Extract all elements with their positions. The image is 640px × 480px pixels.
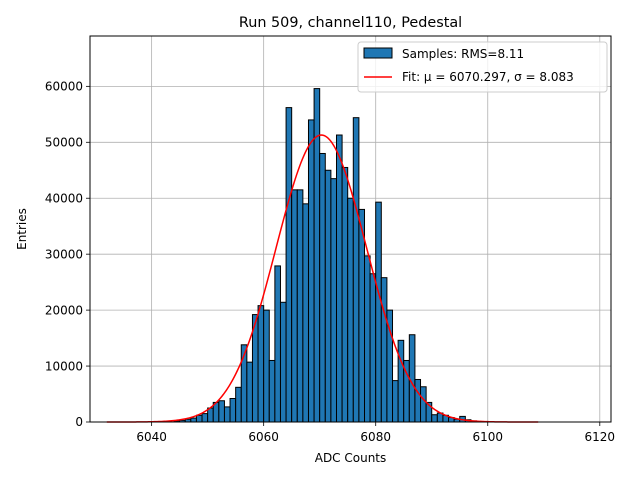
legend: Samples: RMS=8.11 Fit: μ = 6070.297, σ =… bbox=[357, 41, 608, 93]
histogram-bar bbox=[324, 169, 332, 423]
histogram-bar bbox=[285, 107, 293, 423]
histogram-bar bbox=[330, 178, 337, 423]
histogram-bar bbox=[229, 398, 237, 423]
y-axis-ticks: 0 10000 20000 30000 40000 50000 60000 bbox=[45, 80, 90, 429]
histogram-bar bbox=[380, 277, 388, 423]
histogram-bar bbox=[296, 189, 304, 423]
histogram-bar bbox=[263, 309, 270, 423]
histogram-bar bbox=[347, 197, 354, 423]
x-tick-label: 6040 bbox=[136, 430, 167, 444]
histogram-bar bbox=[207, 407, 214, 423]
fit-curve-layer bbox=[106, 134, 539, 423]
y-tick-label: 30000 bbox=[45, 247, 83, 261]
histogram-bar bbox=[364, 255, 371, 423]
histogram-bar bbox=[341, 166, 349, 423]
legend-histogram-swatch bbox=[363, 47, 393, 59]
x-tick-label: 6120 bbox=[585, 430, 616, 444]
chart-title: Run 509, channel110, Pedestal bbox=[239, 15, 462, 31]
histogram-bar bbox=[279, 301, 287, 423]
x-axis-ticks: 6040 6060 6080 6100 6120 bbox=[136, 422, 615, 444]
histogram-bar bbox=[369, 273, 377, 423]
legend-histogram-label: Samples: RMS=8.11 bbox=[402, 47, 524, 61]
histogram-bar bbox=[392, 380, 399, 423]
legend-fit-label: Fit: μ = 6070.297, σ = 8.083 bbox=[402, 70, 574, 84]
histogram-bar bbox=[386, 309, 394, 423]
histogram-bar bbox=[307, 119, 315, 423]
histogram-bar bbox=[274, 265, 281, 423]
histogram-bar bbox=[201, 413, 209, 423]
plot-frame bbox=[89, 35, 612, 423]
histogram-bar bbox=[420, 386, 427, 423]
histogram-bar bbox=[235, 386, 242, 423]
x-axis-label: ADC Counts bbox=[315, 451, 387, 465]
histogram-bar bbox=[223, 406, 231, 423]
y-axis-label: Entries bbox=[15, 208, 29, 250]
y-tick-label: 0 bbox=[75, 415, 83, 429]
histogram-bar bbox=[302, 203, 309, 423]
histogram-bar bbox=[358, 208, 366, 423]
x-tick-label: 6060 bbox=[248, 430, 279, 444]
y-tick-label: 50000 bbox=[45, 135, 83, 149]
histogram-bar bbox=[268, 359, 276, 423]
histogram-bar bbox=[291, 189, 298, 423]
y-tick-label: 20000 bbox=[45, 303, 83, 317]
histogram-bar bbox=[195, 414, 203, 423]
x-tick-label: 6100 bbox=[472, 430, 503, 444]
histogram-bar bbox=[335, 134, 343, 423]
histogram-bar bbox=[375, 201, 382, 423]
y-tick-label: 40000 bbox=[45, 191, 83, 205]
histogram-bar bbox=[408, 334, 416, 423]
y-tick-label: 60000 bbox=[45, 80, 83, 94]
histogram-bar bbox=[257, 305, 265, 423]
histogram-bar bbox=[397, 339, 405, 423]
x-tick-label: 6080 bbox=[360, 430, 391, 444]
legend-box bbox=[357, 41, 608, 93]
histogram-bar bbox=[431, 414, 438, 423]
histogram-bar bbox=[352, 117, 360, 423]
histogram-bar bbox=[414, 378, 422, 423]
histogram-bar bbox=[319, 152, 326, 423]
histogram-bar bbox=[190, 417, 197, 423]
histogram-bar bbox=[246, 361, 253, 423]
histogram-bar bbox=[218, 400, 225, 423]
y-tick-label: 10000 bbox=[45, 359, 83, 373]
fit-curve bbox=[106, 134, 539, 423]
